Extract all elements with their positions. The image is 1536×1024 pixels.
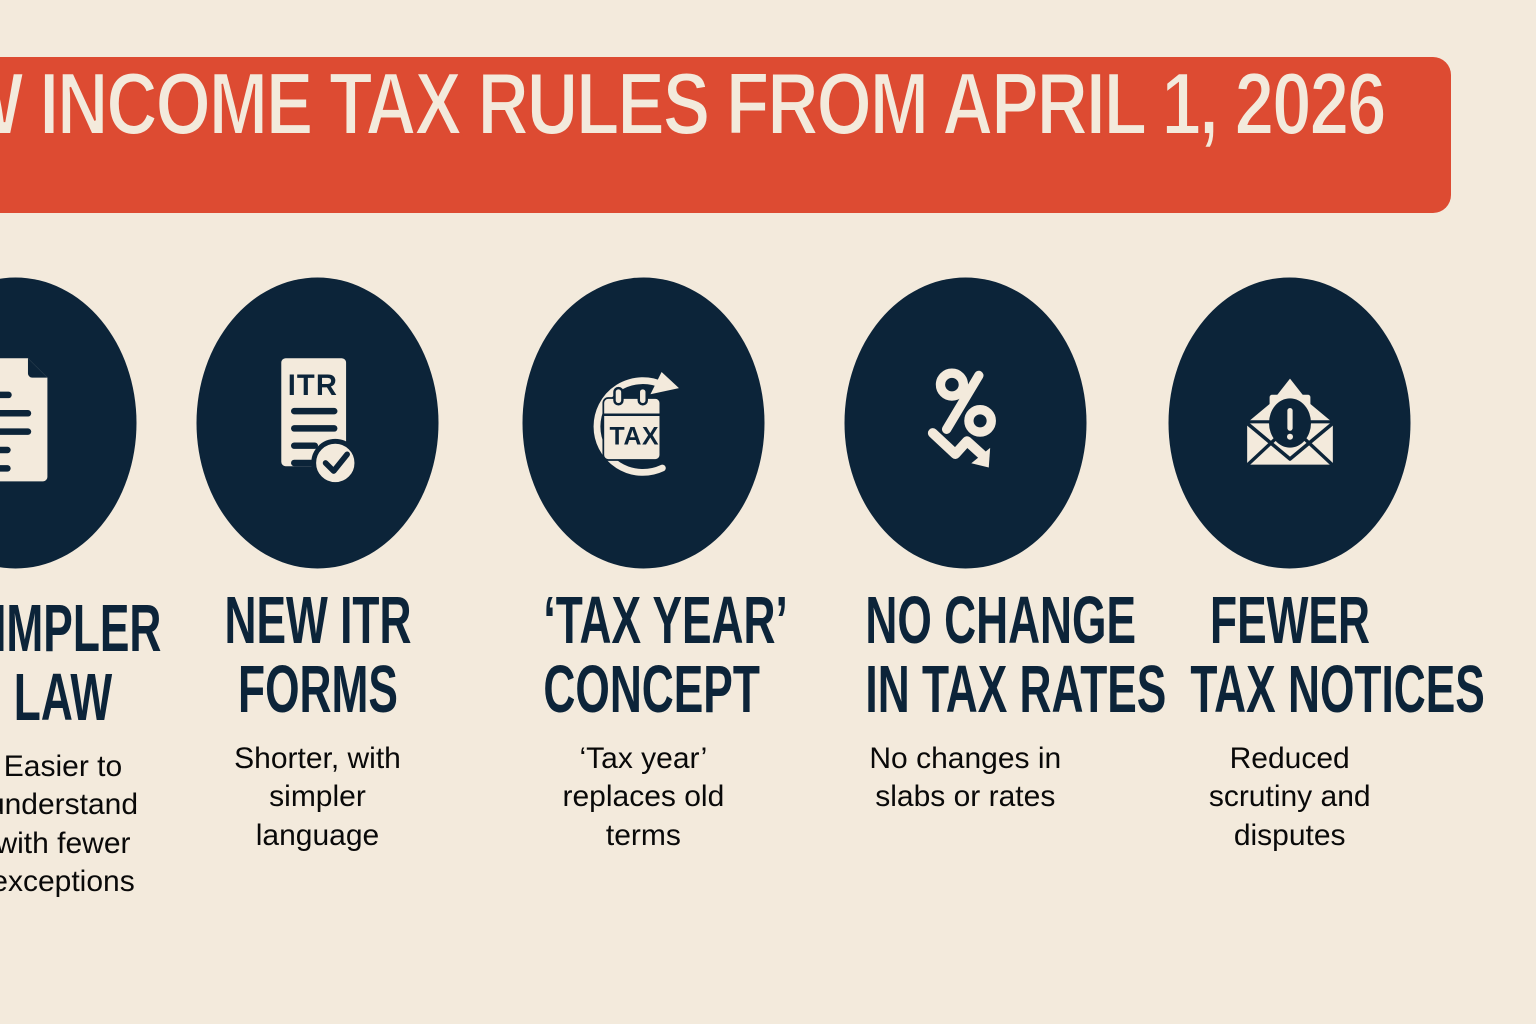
svg-text:TAX: TAX [610,423,660,450]
svg-text:ITR: ITR [287,370,337,402]
